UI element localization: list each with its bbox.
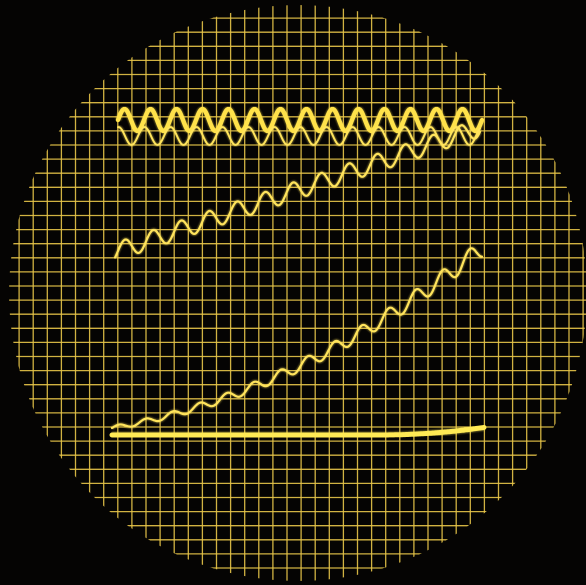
page: (() => { const svg = document.querySelec… [0,0,586,585]
oscilloscope-photo [0,0,586,585]
